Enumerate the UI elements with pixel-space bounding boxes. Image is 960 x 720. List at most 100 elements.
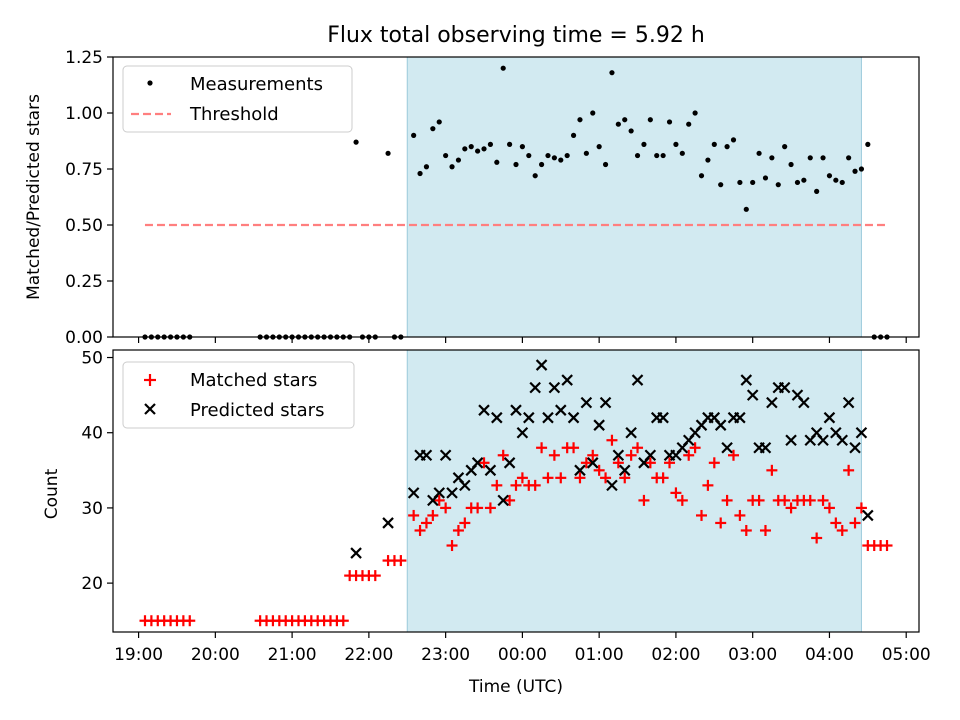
matched-star-point [676, 494, 688, 506]
legend-predicted-label: Predicted stars [190, 400, 324, 421]
top-y-tick-label: 1.00 [65, 104, 103, 124]
predicted-star-point [785, 434, 797, 447]
matched-star-point [408, 509, 420, 521]
matched-star-point [510, 479, 522, 491]
matched-star-point [337, 615, 349, 627]
predicted-star-point [567, 411, 580, 424]
matched-star-point [849, 517, 861, 529]
top-panel: Flux total observing time = 5.92 h Match… [24, 23, 920, 348]
measurement-point [526, 152, 532, 159]
measurement-point [730, 137, 737, 143]
predicted-star-point [407, 487, 420, 499]
matched-star-point [433, 494, 445, 506]
chart-title: Flux total observing time = 5.92 h [327, 23, 705, 48]
legend-predicted-marker [144, 403, 156, 415]
x-axis-label: Time (UTC) [468, 677, 563, 697]
top-plot-frame [112, 56, 920, 338]
measurement-point [743, 206, 749, 212]
measurement-point [724, 144, 730, 150]
matched-star-point [638, 494, 650, 506]
measurement-point [762, 175, 769, 181]
predicted-star-point [529, 381, 541, 394]
predicted-star-point [510, 404, 522, 416]
measurement-point [500, 65, 506, 71]
top-y-axis-label: Matched/Predicted stars [24, 94, 44, 300]
matched-star-point [612, 457, 624, 469]
measurement-point [449, 164, 455, 170]
x-tick-label: 19:00 [114, 645, 163, 665]
matched-star-point [804, 494, 816, 506]
measurement-point [634, 152, 641, 159]
measurement-point [641, 141, 647, 147]
top-legend: Measurements Threshold [122, 65, 353, 133]
measurement-point [673, 141, 679, 147]
matched-star-point [708, 457, 720, 469]
matched-star-point [491, 479, 503, 491]
predicted-star-point [618, 464, 631, 477]
measurement-point [558, 157, 564, 163]
measurement-point [820, 155, 826, 161]
measurement-point [443, 152, 449, 159]
predicted-star-point [740, 374, 753, 386]
x-tick-label: 02:00 [651, 645, 700, 665]
matched-star-point [766, 464, 778, 476]
matched-star-point [644, 457, 656, 469]
predicted-star-point [599, 396, 612, 409]
matched-star-point [542, 472, 554, 484]
predicted-star-point [798, 396, 810, 409]
matched-star-point [472, 502, 484, 514]
measurement-point [654, 152, 660, 159]
predicted-star-point [350, 547, 362, 559]
predicted-star-point [606, 479, 618, 492]
measurement-point [698, 173, 705, 179]
predicted-star-point [734, 411, 746, 424]
observing-span-bottom [406, 349, 862, 633]
matched-star-point [516, 472, 528, 484]
measurement-point [532, 173, 538, 179]
matched-star-point [657, 472, 669, 484]
predicted-star-point [420, 449, 433, 462]
predicted-star-point [446, 487, 458, 499]
predicted-star-point [523, 411, 535, 424]
measurement-point [487, 141, 494, 147]
measurement-point [417, 170, 423, 177]
predicted-star-point [849, 441, 861, 454]
predicted-star-point [759, 441, 772, 454]
measurement-point [570, 132, 577, 138]
measurement-point [411, 132, 417, 138]
measurement-point [833, 177, 839, 183]
matched-star-point [484, 502, 496, 514]
measurement-point [494, 159, 500, 165]
bottom-x-ticks: 19:00 20:00 21:00 22:00 23:00 00:00 01:00 02:00… [114, 632, 931, 665]
bottom-y-tick-label: 30 [81, 499, 103, 519]
matched-star-point [414, 524, 426, 536]
matched-star-point [625, 449, 637, 461]
top-x-ticks [137, 337, 907, 343]
measurement-point [666, 119, 673, 125]
bottom-plot-frame [112, 349, 920, 633]
measurement-point [705, 157, 711, 163]
matched-star-point [395, 555, 407, 567]
measurement-point [430, 126, 436, 132]
matched-star-point [670, 487, 682, 499]
predicted-star-point [593, 419, 605, 431]
predicted-star-point [574, 464, 586, 477]
matched-star-point [574, 472, 586, 484]
measurement-point [519, 144, 525, 150]
measurement-point [596, 144, 602, 150]
matched-star-point [830, 517, 842, 529]
measurement-point [481, 146, 487, 152]
measurement-point [839, 179, 845, 186]
matched-star-point [420, 517, 432, 529]
bottom-y-tick-label: 40 [81, 424, 103, 444]
matched-star-point [504, 494, 516, 506]
predicted-star-point [459, 479, 471, 492]
predicted-star-point [503, 457, 516, 469]
matched-star-point [478, 457, 490, 469]
predicted-star-point [554, 404, 567, 416]
bottom-y-tick-label: 20 [81, 574, 103, 594]
predicted-star-point [491, 411, 503, 424]
predicted-star-point [612, 449, 625, 462]
predicted-star-point [823, 411, 836, 424]
matched-star-point [689, 442, 701, 454]
